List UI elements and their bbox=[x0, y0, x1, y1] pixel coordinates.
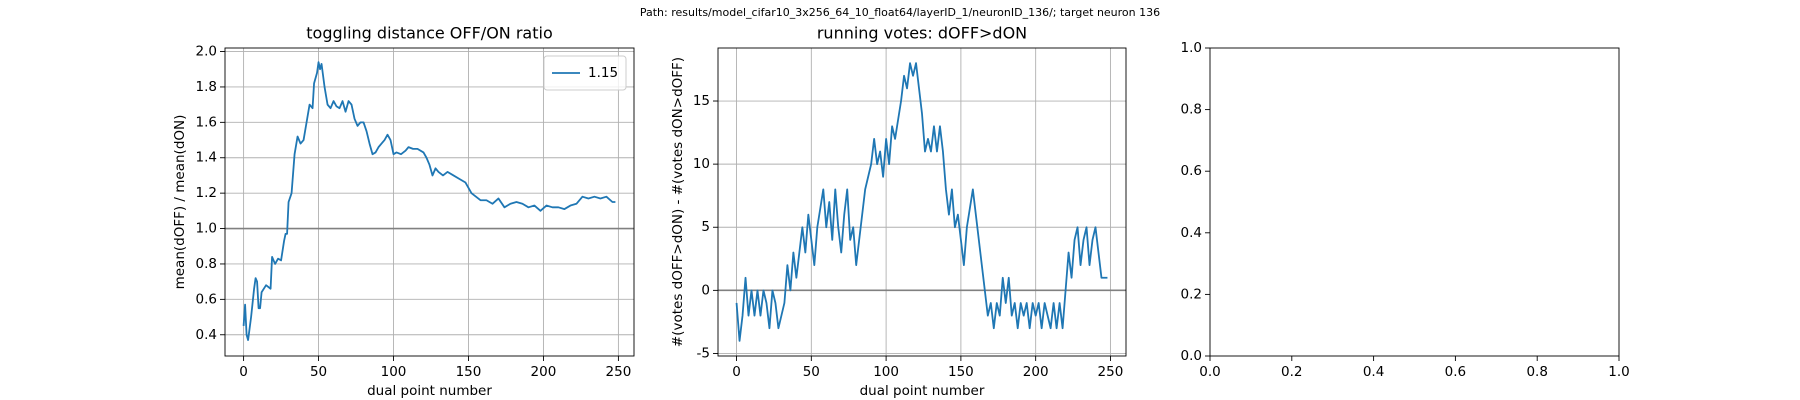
y-tick-label: 0 bbox=[701, 282, 710, 298]
axes-frame bbox=[1209, 47, 1620, 357]
x-tick-label: 1.0 bbox=[1608, 364, 1629, 380]
x-axis-label: dual point number bbox=[367, 383, 492, 399]
y-tick-label: 0.8 bbox=[196, 256, 217, 272]
data-line bbox=[242, 61, 616, 341]
y-tick-label: 0.8 bbox=[1181, 102, 1202, 118]
x-tick-label: 150 bbox=[456, 364, 482, 380]
y-tick-label: 0.6 bbox=[1181, 163, 1202, 179]
y-tick-label: 1.8 bbox=[196, 79, 217, 95]
y-tick-label: 10 bbox=[693, 156, 710, 172]
x-tick-label: 50 bbox=[310, 364, 327, 380]
chart-title: toggling distance OFF/ON ratio bbox=[306, 24, 552, 43]
legend-label: 1.15 bbox=[588, 65, 618, 81]
x-tick-label: 0 bbox=[732, 364, 741, 380]
y-tick-label: 1.2 bbox=[196, 185, 217, 201]
x-tick-label: 200 bbox=[1023, 364, 1049, 380]
chart-title: running votes: dOFF>dON bbox=[817, 24, 1027, 43]
y-axis-label: #(votes dOFF>dON) - #(votes dON>dOFF) bbox=[670, 57, 686, 347]
x-tick-label: 50 bbox=[803, 364, 820, 380]
y-tick-label: 0.4 bbox=[196, 327, 217, 343]
y-tick-label: 0.2 bbox=[1181, 286, 1202, 302]
x-tick-label: 100 bbox=[873, 364, 899, 380]
x-tick-label: 0.4 bbox=[1363, 364, 1384, 380]
y-tick-label: -5 bbox=[697, 345, 710, 361]
x-tick-label: 100 bbox=[381, 364, 407, 380]
x-tick-label: 150 bbox=[948, 364, 974, 380]
y-tick-label: 0.0 bbox=[1181, 348, 1202, 364]
y-tick-label: 1.6 bbox=[196, 114, 217, 130]
y-tick-label: 1.0 bbox=[1181, 40, 1202, 56]
y-tick-label: 1.0 bbox=[196, 221, 217, 237]
y-tick-label: 0.6 bbox=[196, 291, 217, 307]
x-tick-label: 0.8 bbox=[1526, 364, 1547, 380]
x-tick-label: 250 bbox=[1098, 364, 1124, 380]
x-tick-label: 0.6 bbox=[1445, 364, 1466, 380]
suptitle: Path: results/model_cifar10_3x256_64_10_… bbox=[640, 6, 1160, 19]
axes-frame bbox=[224, 47, 635, 357]
y-axis-label: mean(dOFF) / mean(dON) bbox=[172, 115, 188, 290]
y-tick-label: 15 bbox=[693, 93, 710, 109]
y-tick-label: 5 bbox=[701, 219, 710, 235]
x-tick-label: 0.0 bbox=[1199, 364, 1220, 380]
y-tick-label: 0.4 bbox=[1181, 225, 1202, 241]
x-tick-label: 0.2 bbox=[1281, 364, 1302, 380]
x-tick-label: 200 bbox=[531, 364, 557, 380]
y-tick-label: 2.0 bbox=[196, 44, 217, 60]
y-tick-label: 1.4 bbox=[196, 150, 217, 166]
x-tick-label: 250 bbox=[606, 364, 632, 380]
x-tick-label: 0 bbox=[239, 364, 248, 380]
legend-box bbox=[543, 55, 627, 91]
x-axis-label: dual point number bbox=[860, 383, 985, 399]
axes-frame bbox=[717, 47, 1127, 357]
data-line bbox=[735, 62, 1108, 342]
